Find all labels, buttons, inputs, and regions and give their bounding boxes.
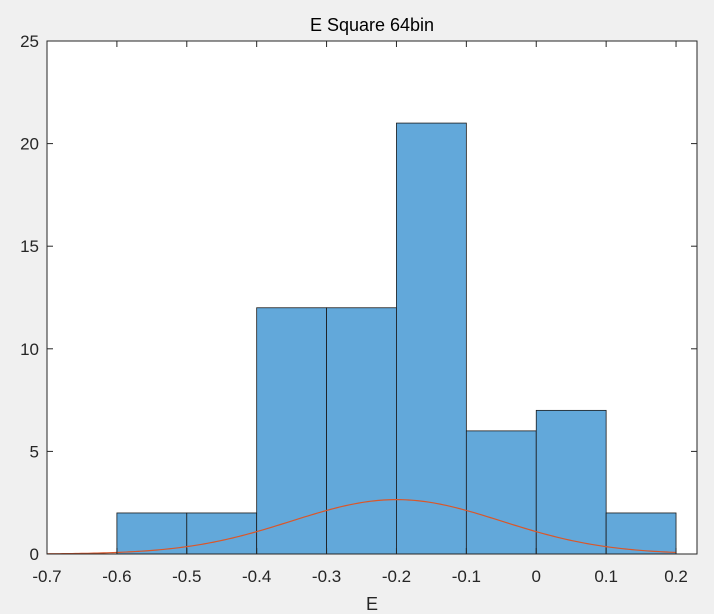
y-tick-label: 5 <box>30 442 39 461</box>
y-tick-label: 15 <box>20 237 39 256</box>
x-axis-ticks: -0.7 -0.6 -0.5 -0.4 -0.3 -0.2 -0.1 0 0.1 0.2 <box>32 41 688 586</box>
x-tick-label: -0.6 <box>102 567 131 586</box>
x-tick-label: -0.2 <box>382 567 411 586</box>
histogram-bar-5 <box>465 430 537 555</box>
x-tick-label: -0.7 <box>32 567 61 586</box>
x-tick-label: 0.1 <box>594 567 618 586</box>
y-tick-label: 10 <box>20 340 39 359</box>
axes-box <box>46 40 698 555</box>
x-axis-label: E <box>366 594 378 614</box>
histogram-bar-7 <box>605 512 677 555</box>
y-axis-ticks: 0 5 10 15 20 25 <box>20 32 697 564</box>
chart-title: E Square 64bin <box>310 15 434 35</box>
normal-fit-curve <box>46 499 677 555</box>
histogram-bar-4 <box>396 122 467 555</box>
y-tick-label: 25 <box>20 32 39 51</box>
histogram-bar-0 <box>116 512 188 555</box>
histogram-bars <box>116 122 677 555</box>
x-tick-label: -0.5 <box>172 567 201 586</box>
x-tick-label: 0.2 <box>664 567 688 586</box>
x-tick-label: -0.3 <box>312 567 341 586</box>
histogram-bar-2 <box>256 307 327 555</box>
y-tick-label: 20 <box>20 135 39 154</box>
histogram-bar-1 <box>186 512 258 555</box>
y-tick-label: 0 <box>30 545 39 564</box>
histogram-bar-3 <box>326 307 397 555</box>
x-tick-label: 0 <box>532 567 541 586</box>
histogram-bar-6 <box>535 409 607 555</box>
x-tick-label: -0.4 <box>242 567 271 586</box>
x-tick-label: -0.1 <box>452 567 481 586</box>
